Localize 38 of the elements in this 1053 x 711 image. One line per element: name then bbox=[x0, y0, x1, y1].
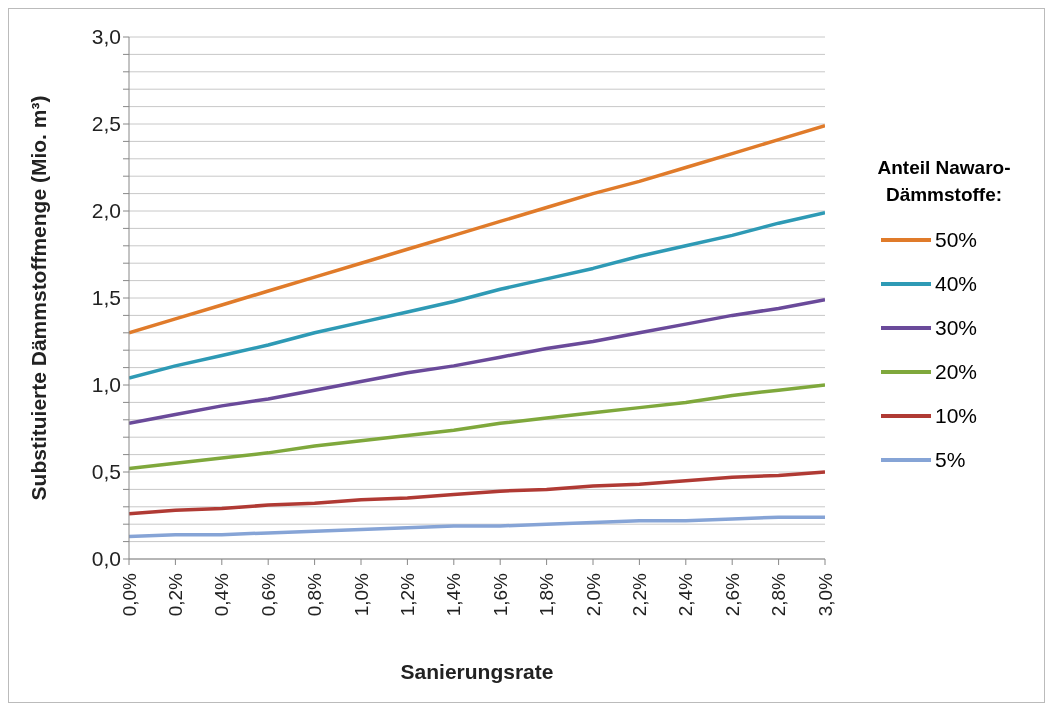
y-axis-title: Substituierte Dämmstoffmenge (Mio. m³) bbox=[27, 95, 51, 501]
x-tick-label: 0,2% bbox=[164, 572, 186, 617]
y-tick-label: 2,5 bbox=[91, 112, 121, 136]
x-tick-label: 1,4% bbox=[443, 572, 465, 617]
legend-label: 40% bbox=[935, 272, 978, 296]
x-tick-label: 0,6% bbox=[257, 572, 279, 617]
x-tick-label: 1,8% bbox=[536, 572, 558, 617]
y-tick-label: 0,5 bbox=[91, 460, 121, 484]
x-tick-label: 3,0% bbox=[814, 572, 836, 617]
legend-label: 10% bbox=[935, 404, 978, 428]
x-tick-label: 0,4% bbox=[211, 572, 233, 617]
y-tick-label: 1,5 bbox=[91, 286, 121, 310]
line-series bbox=[129, 470, 825, 516]
legend-label: 20% bbox=[935, 360, 978, 384]
y-tick-label: 1,0 bbox=[91, 373, 121, 397]
line-series bbox=[129, 383, 825, 471]
y-tick-label: 0,0 bbox=[91, 547, 121, 571]
x-tick-label: 0,8% bbox=[304, 572, 326, 617]
legend-label: 50% bbox=[935, 228, 978, 252]
x-tick-label: 2,0% bbox=[582, 572, 604, 617]
legend-label: 30% bbox=[935, 316, 978, 340]
y-tick-label: 2,0 bbox=[91, 199, 121, 223]
legend-label: 5% bbox=[935, 448, 966, 472]
x-tick-label: 2,8% bbox=[768, 572, 790, 617]
x-tick-label: 1,6% bbox=[489, 572, 511, 617]
legend-title: Anteil Nawaro-Dämmstoffe: bbox=[876, 156, 1012, 207]
line-series bbox=[129, 515, 825, 539]
x-axis-title: Sanierungsrate bbox=[400, 660, 554, 683]
x-tick-label: 1,0% bbox=[350, 572, 372, 617]
line-series bbox=[129, 123, 825, 335]
line-series bbox=[129, 297, 825, 426]
x-tick-label: 2,2% bbox=[628, 572, 650, 617]
x-tick-label: 1,2% bbox=[396, 572, 418, 617]
x-tick-label: 2,6% bbox=[721, 572, 743, 617]
line-series bbox=[129, 210, 825, 380]
x-tick-label: 0,0% bbox=[118, 572, 140, 617]
y-tick-label: 3,0 bbox=[91, 25, 121, 49]
x-tick-label: 2,4% bbox=[675, 572, 697, 617]
